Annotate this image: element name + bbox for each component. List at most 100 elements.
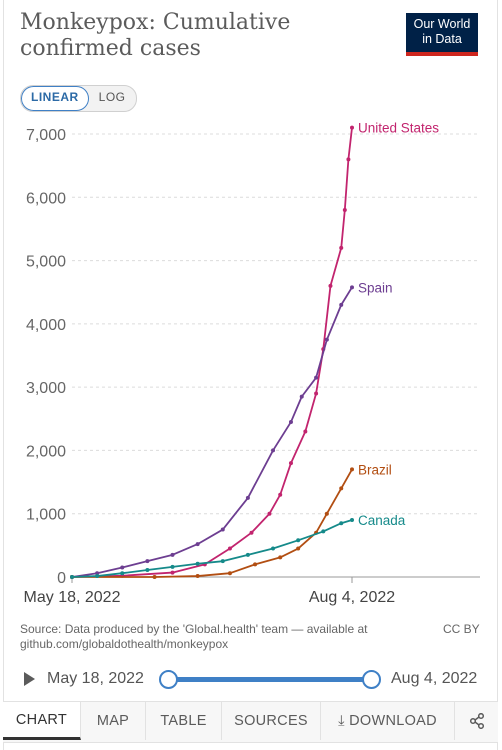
timeline-start-handle[interactable] bbox=[159, 670, 178, 689]
source-note: Source: Data produced by the 'Global.hea… bbox=[20, 622, 368, 651]
data-point bbox=[170, 564, 175, 569]
x-tick-label: Aug 4, 2022 bbox=[309, 589, 395, 606]
data-point bbox=[350, 125, 354, 130]
data-point bbox=[321, 529, 326, 534]
chart-title: Monkeypox: Cumulative confirmed cases bbox=[20, 10, 291, 61]
share-icon bbox=[469, 713, 484, 730]
data-point bbox=[299, 394, 304, 399]
data-point bbox=[339, 302, 344, 307]
tab-sources[interactable]: SOURCES bbox=[222, 702, 321, 740]
data-point bbox=[267, 511, 272, 516]
data-point bbox=[296, 538, 301, 543]
data-point bbox=[339, 245, 344, 250]
timeline-track[interactable] bbox=[167, 677, 371, 682]
data-point bbox=[145, 568, 150, 573]
line-chart: 0 1,000 2,000 3,000 4,000 5,000 6,000 7,000 May… bbox=[24, 121, 480, 606]
series-label: Canada bbox=[358, 513, 406, 528]
series-line bbox=[71, 127, 353, 578]
y-tick-label: 2,000 bbox=[26, 443, 66, 460]
data-point bbox=[245, 495, 250, 500]
series-label: Brazil bbox=[358, 462, 392, 477]
data-point bbox=[227, 571, 232, 576]
play-icon[interactable] bbox=[24, 672, 35, 686]
data-point bbox=[278, 555, 283, 560]
logo-line-2: in Data bbox=[422, 32, 462, 46]
y-tick-label: 0 bbox=[57, 570, 66, 587]
data-point bbox=[145, 559, 150, 564]
series-labels: United States Spain Brazil Canada bbox=[358, 121, 439, 528]
share-button[interactable] bbox=[455, 702, 498, 740]
y-axis: 0 1,000 2,000 3,000 4,000 5,000 6,000 7,000 bbox=[26, 127, 66, 587]
timeline: May 18, 2022 Aug 4, 2022 bbox=[0, 662, 502, 698]
y-tick-label: 6,000 bbox=[26, 190, 66, 207]
timeline-end-date: Aug 4, 2022 bbox=[391, 670, 478, 687]
data-point bbox=[296, 546, 301, 551]
data-point bbox=[120, 571, 125, 576]
series-label: United States bbox=[358, 121, 439, 136]
y-tick-label: 3,000 bbox=[26, 380, 66, 397]
tab-bar: CHART MAP TABLE SOURCES ⤓ DOWNLOAD bbox=[3, 701, 498, 743]
timeline-end-handle[interactable] bbox=[362, 670, 381, 689]
data-point bbox=[95, 574, 100, 579]
series-brazil bbox=[70, 467, 354, 579]
data-point bbox=[170, 570, 175, 575]
tab-download[interactable]: ⤓ DOWNLOAD bbox=[321, 702, 455, 740]
logo-line-1: Our World bbox=[413, 17, 471, 31]
data-point bbox=[288, 461, 293, 466]
series-label: Spain bbox=[358, 280, 393, 295]
data-point bbox=[314, 375, 319, 380]
tab-download-label: DOWNLOAD bbox=[349, 713, 437, 729]
series-united-states bbox=[70, 125, 354, 579]
scale-toggle[interactable]: LINEAR LOG bbox=[20, 85, 137, 112]
series-canada bbox=[70, 518, 354, 579]
series-line bbox=[71, 286, 353, 578]
data-point bbox=[70, 575, 74, 579]
y-tick-label: 5,000 bbox=[26, 254, 66, 271]
data-point bbox=[249, 530, 254, 535]
data-point bbox=[328, 283, 333, 288]
data-point bbox=[288, 419, 293, 424]
data-point bbox=[245, 552, 250, 557]
y-tick-label: 7,000 bbox=[26, 127, 66, 144]
data-point bbox=[303, 429, 308, 434]
tab-table[interactable]: TABLE bbox=[146, 702, 222, 740]
data-point bbox=[350, 467, 354, 472]
data-point bbox=[95, 571, 100, 576]
data-point bbox=[152, 575, 157, 579]
data-point bbox=[339, 521, 344, 526]
license-link[interactable]: CC BY bbox=[443, 622, 480, 636]
x-tick-label: May 18, 2022 bbox=[24, 589, 121, 606]
y-tick-label: 4,000 bbox=[26, 317, 66, 334]
tab-map[interactable]: MAP bbox=[81, 702, 146, 740]
data-point bbox=[195, 542, 200, 547]
x-axis: May 18, 2022 Aug 4, 2022 bbox=[24, 577, 395, 606]
data-point bbox=[314, 391, 319, 396]
data-point bbox=[227, 546, 232, 551]
owid-logo[interactable]: Our World in Data bbox=[406, 13, 478, 56]
data-point bbox=[324, 511, 329, 516]
grid-lines bbox=[72, 133, 480, 578]
data-point bbox=[195, 574, 200, 579]
data-point bbox=[120, 565, 125, 570]
download-icon: ⤓ bbox=[338, 713, 350, 729]
linear-scale-button[interactable]: LINEAR bbox=[21, 86, 89, 111]
data-point bbox=[271, 448, 276, 453]
data-point bbox=[350, 518, 354, 523]
data-point bbox=[339, 486, 344, 491]
data-point bbox=[220, 527, 225, 532]
data-point bbox=[346, 157, 351, 162]
data-point bbox=[253, 562, 258, 567]
log-scale-button[interactable]: LOG bbox=[98, 90, 126, 104]
chart-frame bbox=[3, 0, 498, 750]
tab-chart[interactable]: CHART bbox=[3, 702, 81, 740]
data-point bbox=[342, 207, 347, 212]
data-point bbox=[271, 546, 276, 551]
timeline-start-date: May 18, 2022 bbox=[47, 670, 144, 687]
data-point bbox=[220, 559, 225, 564]
data-point bbox=[170, 552, 175, 557]
data-point bbox=[195, 561, 200, 566]
series-group bbox=[70, 125, 354, 579]
y-tick-label: 1,000 bbox=[26, 507, 66, 524]
data-point bbox=[350, 285, 354, 290]
data-point bbox=[278, 492, 283, 497]
